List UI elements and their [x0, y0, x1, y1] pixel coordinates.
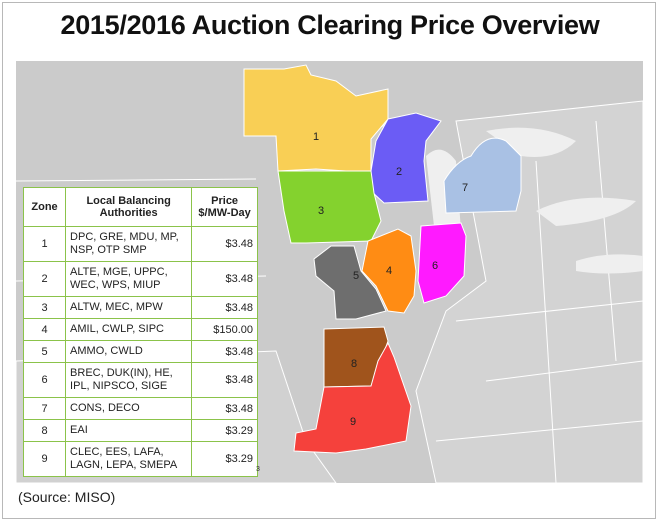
zone-cell: 5: [22, 340, 67, 363]
authorities-column-header: Local Balancing Authorities: [65, 187, 193, 227]
zone-cell: 4: [22, 318, 67, 341]
price-cell: $3.48: [191, 340, 258, 363]
zone-1-label: 1: [313, 131, 319, 143]
zone-cell: 6: [22, 362, 67, 398]
price-cell: $3.48: [191, 362, 258, 398]
zone-8-label: 8: [351, 358, 357, 370]
zone-cell: 9: [22, 441, 67, 477]
price-cell: $3.29: [191, 419, 258, 442]
table-row: 9 CLEC, EES, LAFA, LAGN, LEPA, SMEPA $3.…: [22, 441, 258, 477]
zone-9-label: 9: [350, 416, 356, 428]
zone-1-region: [243, 64, 389, 172]
price-cell: $3.48: [191, 296, 258, 319]
slide-footnote: 3: [256, 466, 260, 473]
table-row: 7 CONS, DECO $3.48: [22, 397, 258, 420]
authorities-cell: CONS, DECO: [65, 397, 193, 420]
table-row: 4 AMIL, CWLP, SIPC $150.00: [22, 318, 258, 341]
table-row: 3 ALTW, MEC, MPW $3.48: [22, 296, 258, 319]
authorities-cell: AMMO, CWLD: [65, 340, 193, 363]
authorities-cell: BREC, DUK(IN), HE, IPL, NIPSCO, SIGE: [65, 362, 193, 398]
zone-6-label: 6: [432, 260, 438, 272]
authorities-cell: EAI: [65, 419, 193, 442]
authorities-cell: CLEC, EES, LAFA, LAGN, LEPA, SMEPA: [65, 441, 193, 477]
table-header-row: Zone Local Balancing Authorities Price $…: [22, 187, 258, 227]
price-column-header: Price $/MW-Day: [191, 187, 258, 227]
table-row: 2 ALTE, MGE, UPPC, WEC, WPS, MIUP $3.48: [22, 261, 258, 297]
zone-7-region: [443, 137, 522, 214]
source-caption: (Source: MISO): [18, 489, 116, 505]
zone-cell: 7: [22, 397, 67, 420]
zone-3-label: 3: [318, 205, 324, 217]
zone-2-region: [370, 112, 442, 204]
price-cell: $3.48: [191, 261, 258, 297]
zone-5-label: 5: [353, 270, 359, 282]
zone-5-region: [313, 245, 387, 320]
zone-cell: 8: [22, 419, 67, 442]
zone-6-region: [417, 222, 467, 304]
price-cell: $3.48: [191, 226, 258, 262]
slide-title: 2015/2016 Auction Clearing Price Overvie…: [60, 10, 600, 40]
zone-4-label: 4: [386, 265, 392, 277]
price-cell: $150.00: [191, 318, 258, 341]
zone-cell: 2: [22, 261, 67, 297]
zone-cell: 3: [22, 296, 67, 319]
zone-price-table: Zone Local Balancing Authorities Price $…: [22, 187, 258, 477]
zone-4-region: [361, 228, 417, 314]
table-row: 1 DPC, GRE, MDU, MP, NSP, OTP SMP $3.48: [22, 226, 258, 262]
zone-cell: 1: [22, 226, 67, 262]
table-row: 6 BREC, DUK(IN), HE, IPL, NIPSCO, SIGE $…: [22, 362, 258, 398]
price-cell: $3.48: [191, 397, 258, 420]
authorities-cell: DPC, GRE, MDU, MP, NSP, OTP SMP: [65, 226, 193, 262]
authorities-cell: ALTW, MEC, MPW: [65, 296, 193, 319]
authorities-cell: ALTE, MGE, UPPC, WEC, WPS, MIUP: [65, 261, 193, 297]
zone-7-label: 7: [462, 182, 468, 194]
authorities-cell: AMIL, CWLP, SIPC: [65, 318, 193, 341]
table-row: 8 EAI $3.29: [22, 419, 258, 442]
price-cell: $3.29: [191, 441, 258, 477]
zone-2-label: 2: [396, 166, 402, 178]
table-row: 5 AMMO, CWLD $3.48: [22, 340, 258, 363]
zone-3-region: [277, 170, 382, 244]
zone-column-header: Zone: [22, 187, 67, 227]
zone-9-region: [293, 341, 412, 454]
